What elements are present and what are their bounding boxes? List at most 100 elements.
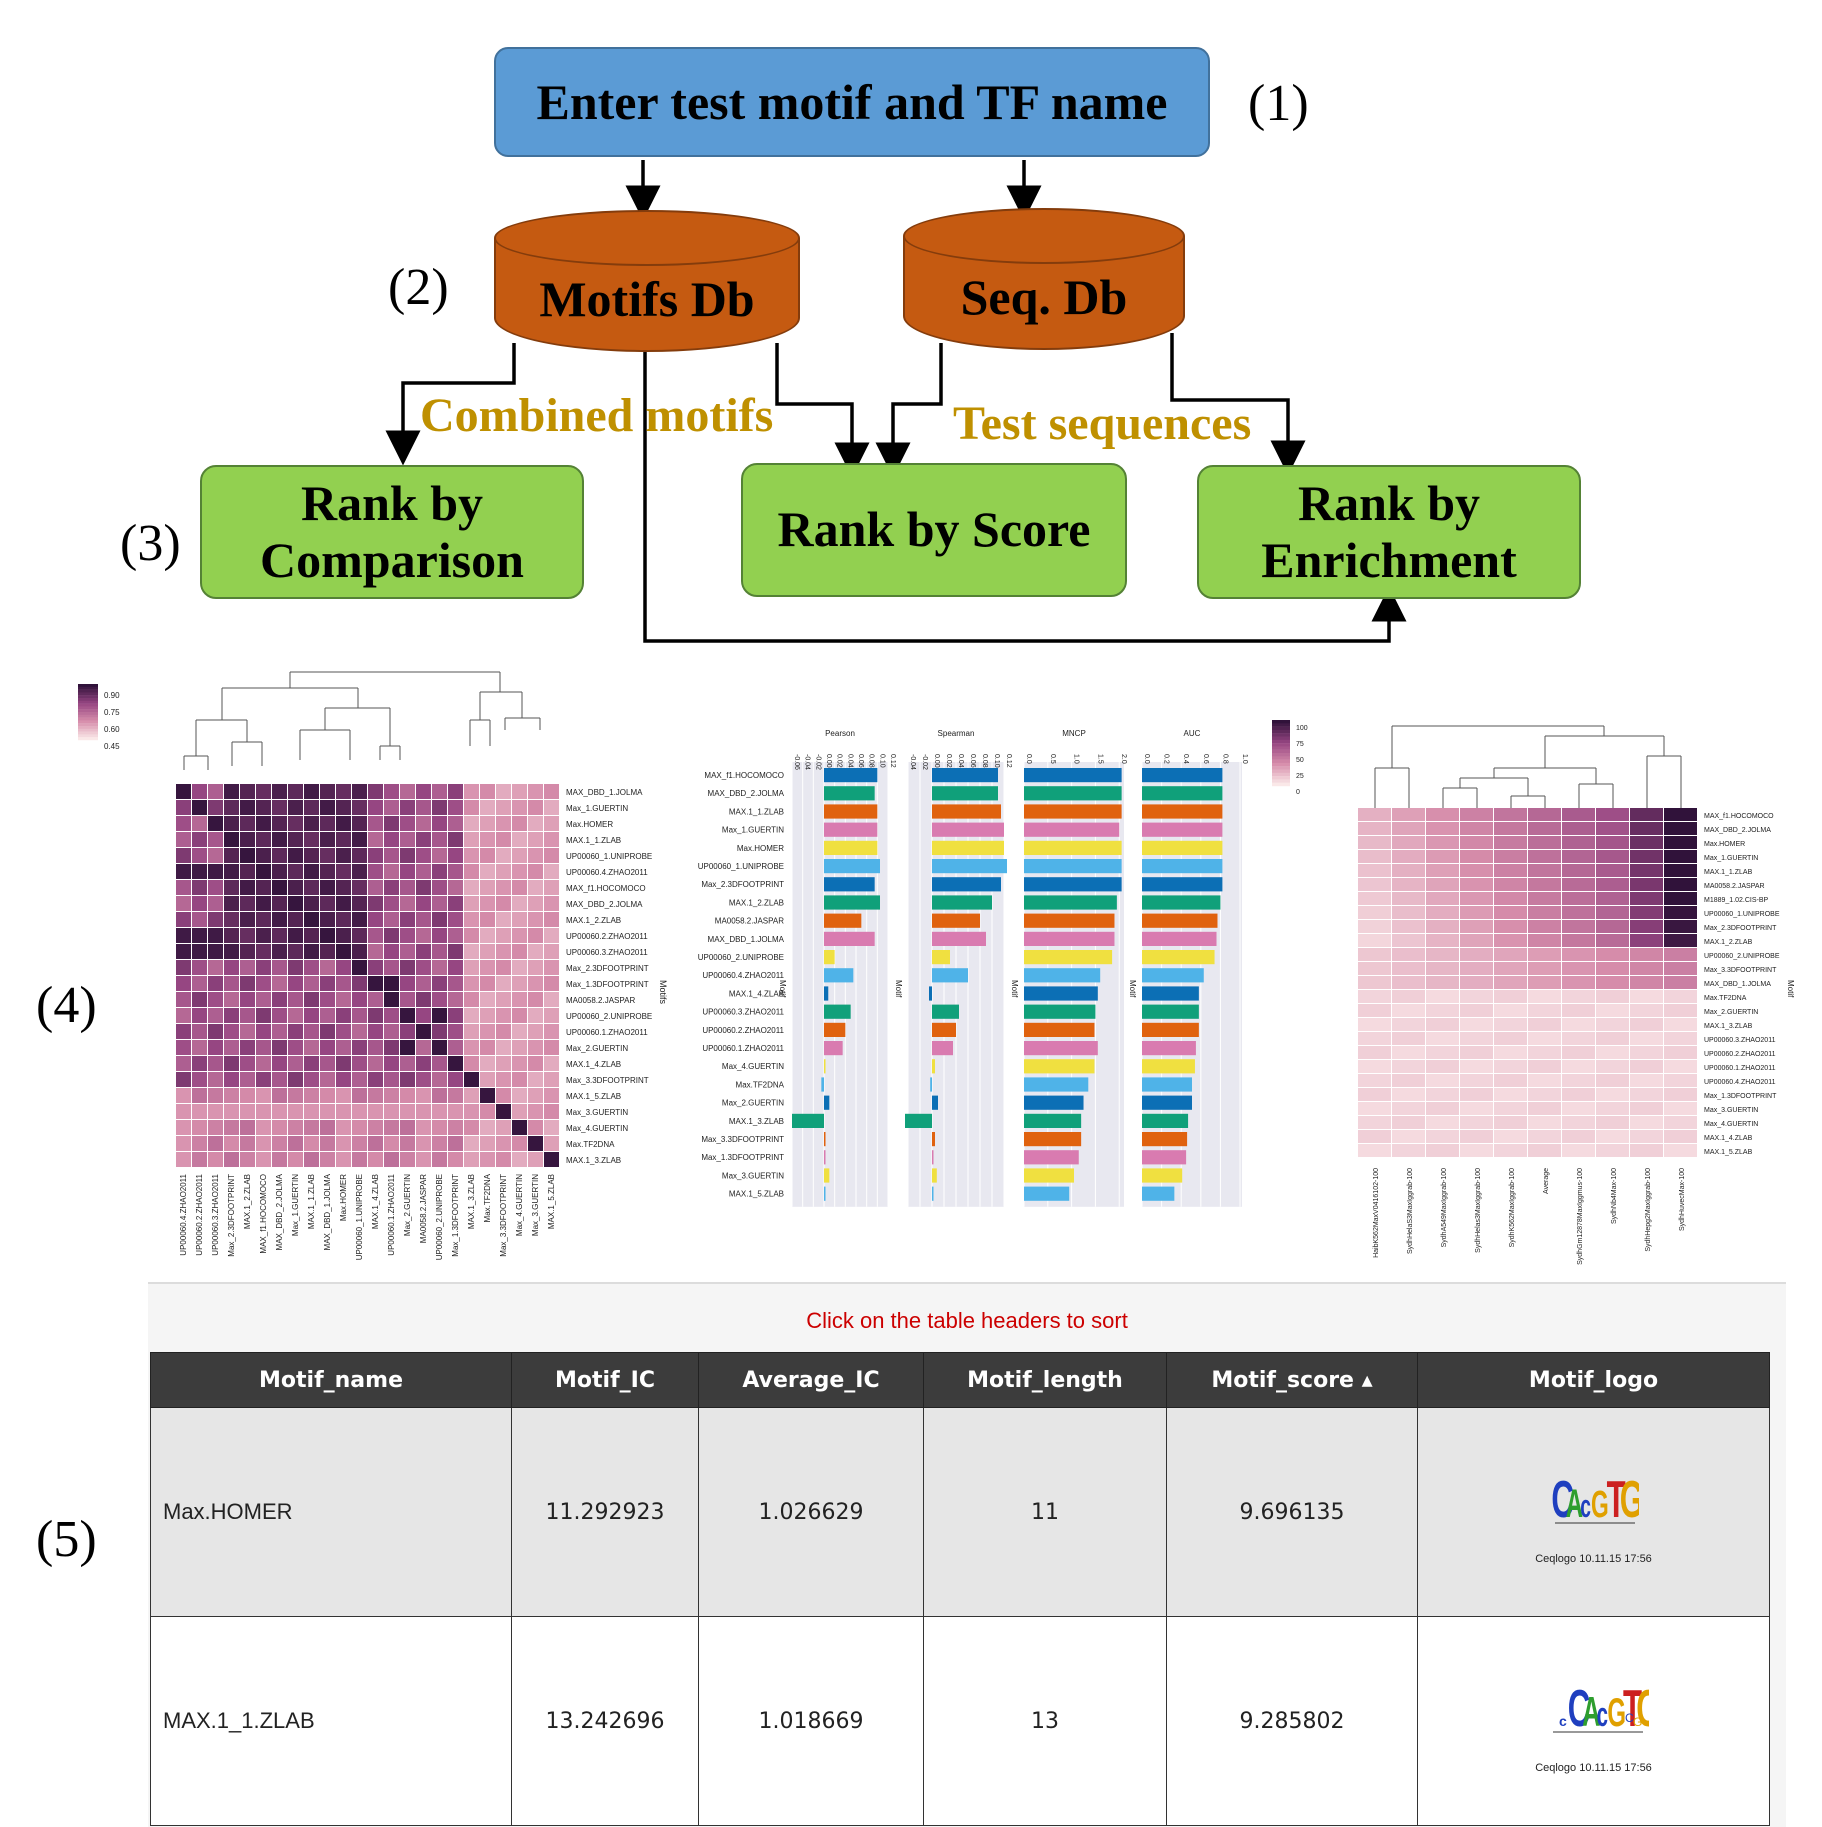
heatmap2-axis-title: Motif	[1786, 980, 1795, 998]
heatmap-cell	[1528, 920, 1561, 933]
heatmap1-row-label: MAX_DBD_2.JOLMA	[566, 900, 643, 909]
heatmap-cell	[416, 928, 431, 943]
heatmap-cell	[336, 1072, 351, 1087]
heatmap1-axis-title: Motifs	[658, 980, 668, 1005]
heatmap-cell	[368, 1008, 383, 1023]
heatmap-cell	[1528, 1130, 1561, 1143]
heatmap-cell	[304, 896, 319, 911]
tick-label: 0.6	[1202, 754, 1209, 764]
heatmap-cell	[176, 912, 191, 927]
heatmap-cell	[528, 1136, 543, 1151]
heatmap-cell	[464, 912, 479, 927]
heatmap-cell	[288, 816, 303, 831]
heatmap-cell	[1562, 1130, 1595, 1143]
heatmap1-col-label: Max_2.3DFOOTPRINT	[227, 1174, 236, 1257]
bar	[1024, 913, 1115, 928]
heatmap1-col-label: MAX_DBD_1.JOLMA	[323, 1173, 332, 1250]
heatmap-cell	[1562, 808, 1595, 821]
heatmap-cell	[480, 816, 495, 831]
heatmap-cell	[1630, 892, 1663, 905]
heatmap-cell	[400, 1072, 415, 1087]
svg-text:G: G	[1619, 1471, 1638, 1529]
bar	[932, 877, 1001, 892]
heatmap-cell	[544, 896, 559, 911]
heatmap-cell	[544, 944, 559, 959]
panel-axis-title: Motif	[1128, 980, 1137, 998]
heatmap-cell	[240, 1056, 255, 1071]
bar	[1142, 1132, 1188, 1147]
heatmap-cell	[400, 816, 415, 831]
heatmap-cell	[544, 784, 559, 799]
heatmap-cell	[512, 832, 527, 847]
heatmap-cell	[496, 864, 511, 879]
heatmap-cell	[320, 880, 335, 895]
heatmap2-col-label: SydhK562MaxIggrab-100	[1509, 1168, 1516, 1247]
bar	[824, 1095, 830, 1110]
legend-swatch	[78, 723, 98, 727]
bar	[824, 822, 878, 837]
heatmap-cell	[432, 1008, 447, 1023]
heatmap-cell	[352, 1088, 367, 1103]
heatmap-cell	[1630, 822, 1663, 835]
heatmap-cell	[1494, 1130, 1527, 1143]
dendrogram-link	[299, 729, 351, 760]
heatmap-cell	[192, 816, 207, 831]
heatmap-cell	[384, 1104, 399, 1119]
heatmap1-row-label: Max_2.GUERTIN	[566, 1044, 628, 1053]
heatmap-cell	[304, 960, 319, 975]
heatmap-cell	[224, 896, 239, 911]
heatmap-cell	[1426, 822, 1459, 835]
heatmap-cell	[320, 848, 335, 863]
heatmap-cell	[1664, 864, 1697, 877]
tick-label: 0.00	[933, 754, 940, 768]
heatmap-cell	[384, 1072, 399, 1087]
heatmap-cell	[496, 880, 511, 895]
header-motif-score[interactable]: Motif_score ▴	[1166, 1352, 1418, 1408]
bar	[1024, 1150, 1079, 1165]
header-motif-ic[interactable]: Motif_IC	[511, 1352, 699, 1408]
heatmap-cell	[368, 1136, 383, 1151]
heatmap-cell	[416, 1104, 431, 1119]
heatmap-cell	[368, 960, 383, 975]
heatmap-cell	[1630, 962, 1663, 975]
heatmap-cell	[1562, 1018, 1595, 1031]
tick-label: 0.10	[878, 754, 885, 768]
header-motif-length[interactable]: Motif_length	[923, 1352, 1167, 1408]
heatmap-cell	[256, 1024, 271, 1039]
heatmap-cell	[336, 912, 351, 927]
heatmap-cell	[256, 896, 271, 911]
heatmap-cell	[400, 1136, 415, 1151]
heatmap-cell	[448, 832, 463, 847]
heatmap-cell	[1426, 864, 1459, 877]
cell-motif-logo: C A c G T G Ceqlogo 10.11.15 17:56	[1417, 1407, 1770, 1617]
arrow-motifsdb-to-enrichment	[643, 352, 1407, 643]
legend-swatch	[78, 726, 98, 729]
heatmap-cell	[1392, 864, 1425, 877]
heatmap1-col-label: MAX.1_2.ZLAB	[243, 1174, 252, 1229]
svg-text:G: G	[1591, 1483, 1609, 1525]
panel-mncp	[1023, 762, 1124, 1207]
bar	[1142, 1113, 1189, 1128]
heatmap-cell	[304, 1056, 319, 1071]
logo-caption: Ceqlogo 10.11.15 17:56	[1535, 1553, 1652, 1565]
header-motif-logo[interactable]: Motif_logo	[1417, 1352, 1770, 1408]
bar	[1142, 913, 1218, 928]
heatmap-cell	[384, 1088, 399, 1103]
heatmap-cell	[384, 800, 399, 815]
heatmap-cell	[512, 1024, 527, 1039]
tick-label: -0.02	[814, 754, 821, 770]
heatmap-cell	[544, 1088, 559, 1103]
bar	[1024, 895, 1117, 910]
heatmap-cell	[432, 1104, 447, 1119]
header-motif-name[interactable]: Motif_name	[150, 1352, 512, 1408]
panel-title: Spearman	[938, 729, 975, 738]
heatmap2-row-label: M1889_1.02.CIS-BP	[1704, 897, 1769, 904]
rank-comparison-line1: Rank by	[300, 474, 484, 531]
heatmap1-col-label: Max_2.GUERTIN	[403, 1174, 412, 1236]
heatmap-cell	[1596, 1116, 1629, 1129]
heatmap-cell	[1630, 878, 1663, 891]
header-average-ic[interactable]: Average_IC	[698, 1352, 924, 1408]
heatmap-cell	[1392, 976, 1425, 989]
heatmap-cell	[480, 976, 495, 991]
heatmap-cell	[528, 1072, 543, 1087]
